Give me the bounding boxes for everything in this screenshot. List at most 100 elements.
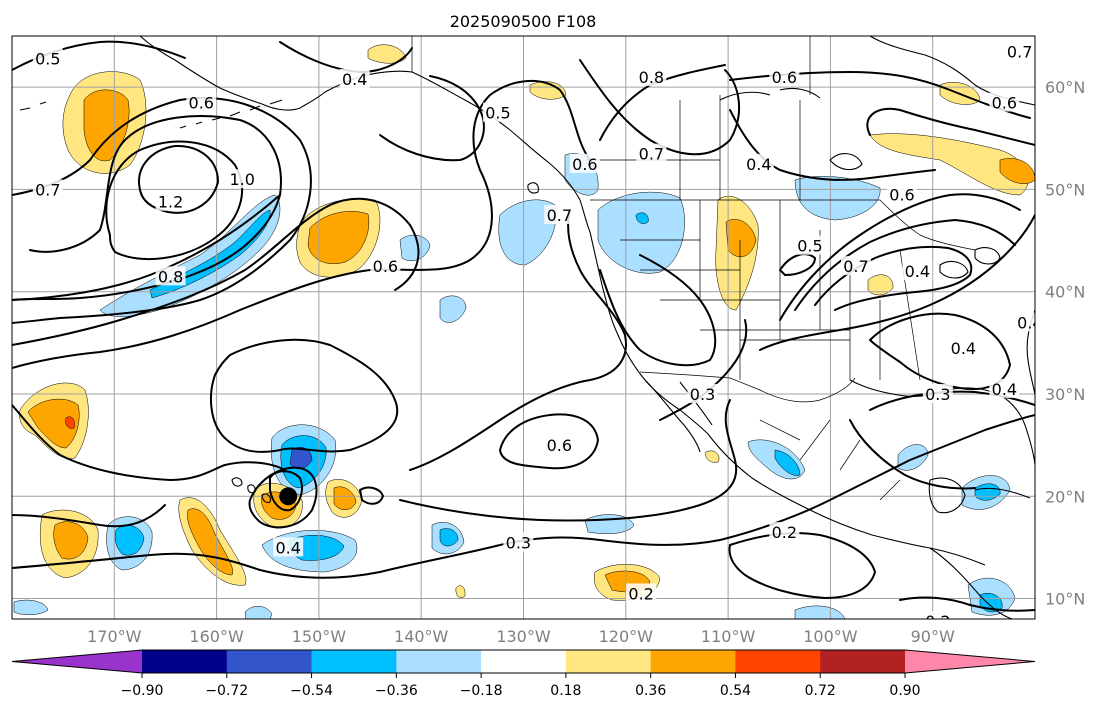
colorbar-tick-label: 0.36 [635, 683, 666, 699]
contour-label-background [989, 378, 1020, 398]
contour-line [359, 486, 384, 505]
fill-negative [114, 525, 145, 556]
contour-line [499, 413, 599, 470]
contour-label-background [339, 68, 370, 88]
lat-tick-label: 20°N [1045, 487, 1085, 506]
lat-tick-label: 30°N [1045, 385, 1085, 404]
fill-positive [83, 89, 130, 162]
contour-line [899, 596, 1035, 612]
contour-label: 0.6 [992, 93, 1017, 112]
contour-label: 0.2 [628, 584, 653, 603]
contour-label: 0.4 [1017, 313, 1042, 332]
map-panel: 0.5 0.4 0.6 1.2 1.0 0.7 0.8 0.6 0.5 0.6 0.7 0.8 0.6 0… [11, 35, 1042, 620]
us-mexico-border [639, 371, 856, 403]
contour-line [866, 107, 1035, 146]
fill-negative [794, 176, 881, 221]
latitude-axis: 60°N 50°N 40°N 30°N 20°N 10°N [1045, 78, 1085, 608]
fill-positive [53, 521, 89, 560]
fill-positive [725, 219, 757, 258]
fill-negative [597, 191, 685, 274]
contour-label: 0.2 [772, 523, 797, 542]
map-frame [11, 35, 1036, 620]
fill-negative [498, 199, 557, 266]
lat-tick-label: 60°N [1045, 78, 1085, 97]
fill-negative [13, 599, 49, 615]
alaska-panhandle-coast [411, 71, 591, 233]
lon-tick-label: 150°W [292, 627, 347, 646]
colorbar-segment [565, 650, 652, 673]
contour-line [12, 404, 286, 481]
contour-label-background [989, 92, 1020, 112]
contour-label: 0.7 [1007, 42, 1032, 61]
central-america-coast [929, 547, 1013, 619]
contour-line [248, 466, 318, 529]
contour-line [579, 59, 741, 156]
colorbar-segment [735, 650, 821, 673]
colorbar-segment [650, 650, 736, 673]
contour-line [379, 75, 485, 162]
contour-label: 0.3 [506, 533, 531, 552]
contour-line [659, 319, 748, 421]
contour-label-background [1004, 41, 1035, 61]
colorbar-tick-label: −0.18 [460, 683, 503, 699]
contour-label-background [902, 261, 933, 281]
lon-tick-label: 170°W [87, 627, 142, 646]
contour-label-background [503, 532, 534, 552]
gridlines [12, 36, 1035, 619]
fill-negative [439, 295, 467, 323]
canada-islands [719, 87, 863, 171]
fill-positive [65, 416, 75, 429]
contour-label: 0.3 [925, 385, 950, 404]
contour-line [12, 194, 281, 301]
contour-line [399, 399, 738, 522]
fill-negative [774, 449, 801, 476]
fill-positive [869, 133, 1029, 196]
colorbar-extend-low [12, 650, 142, 673]
contour-label-background [922, 383, 953, 403]
contour-line [729, 109, 936, 181]
lat-tick-label: 40°N [1045, 283, 1085, 302]
contour-label-background [544, 204, 575, 224]
great-lakes [939, 247, 1001, 279]
contour-line [779, 193, 1021, 321]
fill-positive [705, 450, 720, 463]
contour-label-background [155, 266, 186, 286]
contour-label: 0.6 [189, 93, 214, 112]
contour-label: 0.3 [690, 385, 715, 404]
contour-label: 0.4 [992, 380, 1017, 399]
contour-label: 1.2 [158, 193, 183, 212]
storm-center-marker [279, 487, 298, 506]
contour-label: 0.7 [547, 206, 572, 225]
contour-label-background [769, 66, 800, 86]
fill-positive [367, 44, 407, 64]
contour-label-background [626, 583, 657, 603]
lat-tick-label: 10°N [1045, 590, 1085, 609]
cuba-coast [974, 487, 1031, 499]
contour-line [105, 140, 244, 261]
colorbar-tick-label: −0.90 [121, 683, 164, 699]
fill-positive [307, 211, 370, 264]
lon-tick-label: 100°W [803, 627, 858, 646]
contour-line [12, 79, 591, 369]
haida-gwaii [527, 182, 539, 194]
colorbar-segment [226, 650, 313, 673]
contour-label-background [227, 169, 258, 189]
contour-label: 0.4 [746, 155, 771, 174]
fill-positive [455, 585, 466, 598]
contour-label-background [636, 143, 667, 163]
contour-label-background [636, 66, 667, 86]
contour-label: 0.6 [547, 436, 572, 455]
contour-label: 0.4 [905, 262, 930, 281]
fill-negative [897, 444, 929, 471]
lon-tick-label: 160°W [189, 627, 244, 646]
colorbar-segment [481, 650, 567, 673]
fill-negative [399, 234, 431, 261]
contour-label: 0.8 [158, 267, 183, 286]
colorbar: −0.90 −0.72 −0.54 −0.36 −0.18 0.18 0.36 0.54 0.7… [11, 649, 1036, 699]
fill-positive [27, 398, 80, 449]
colorbar-tick-label: −0.36 [375, 683, 418, 699]
map-title: 2025090500 F108 [450, 12, 597, 31]
contour-line [759, 214, 1035, 351]
contour-label: 0.6 [572, 155, 597, 174]
contour-label: 0.5 [35, 50, 60, 69]
